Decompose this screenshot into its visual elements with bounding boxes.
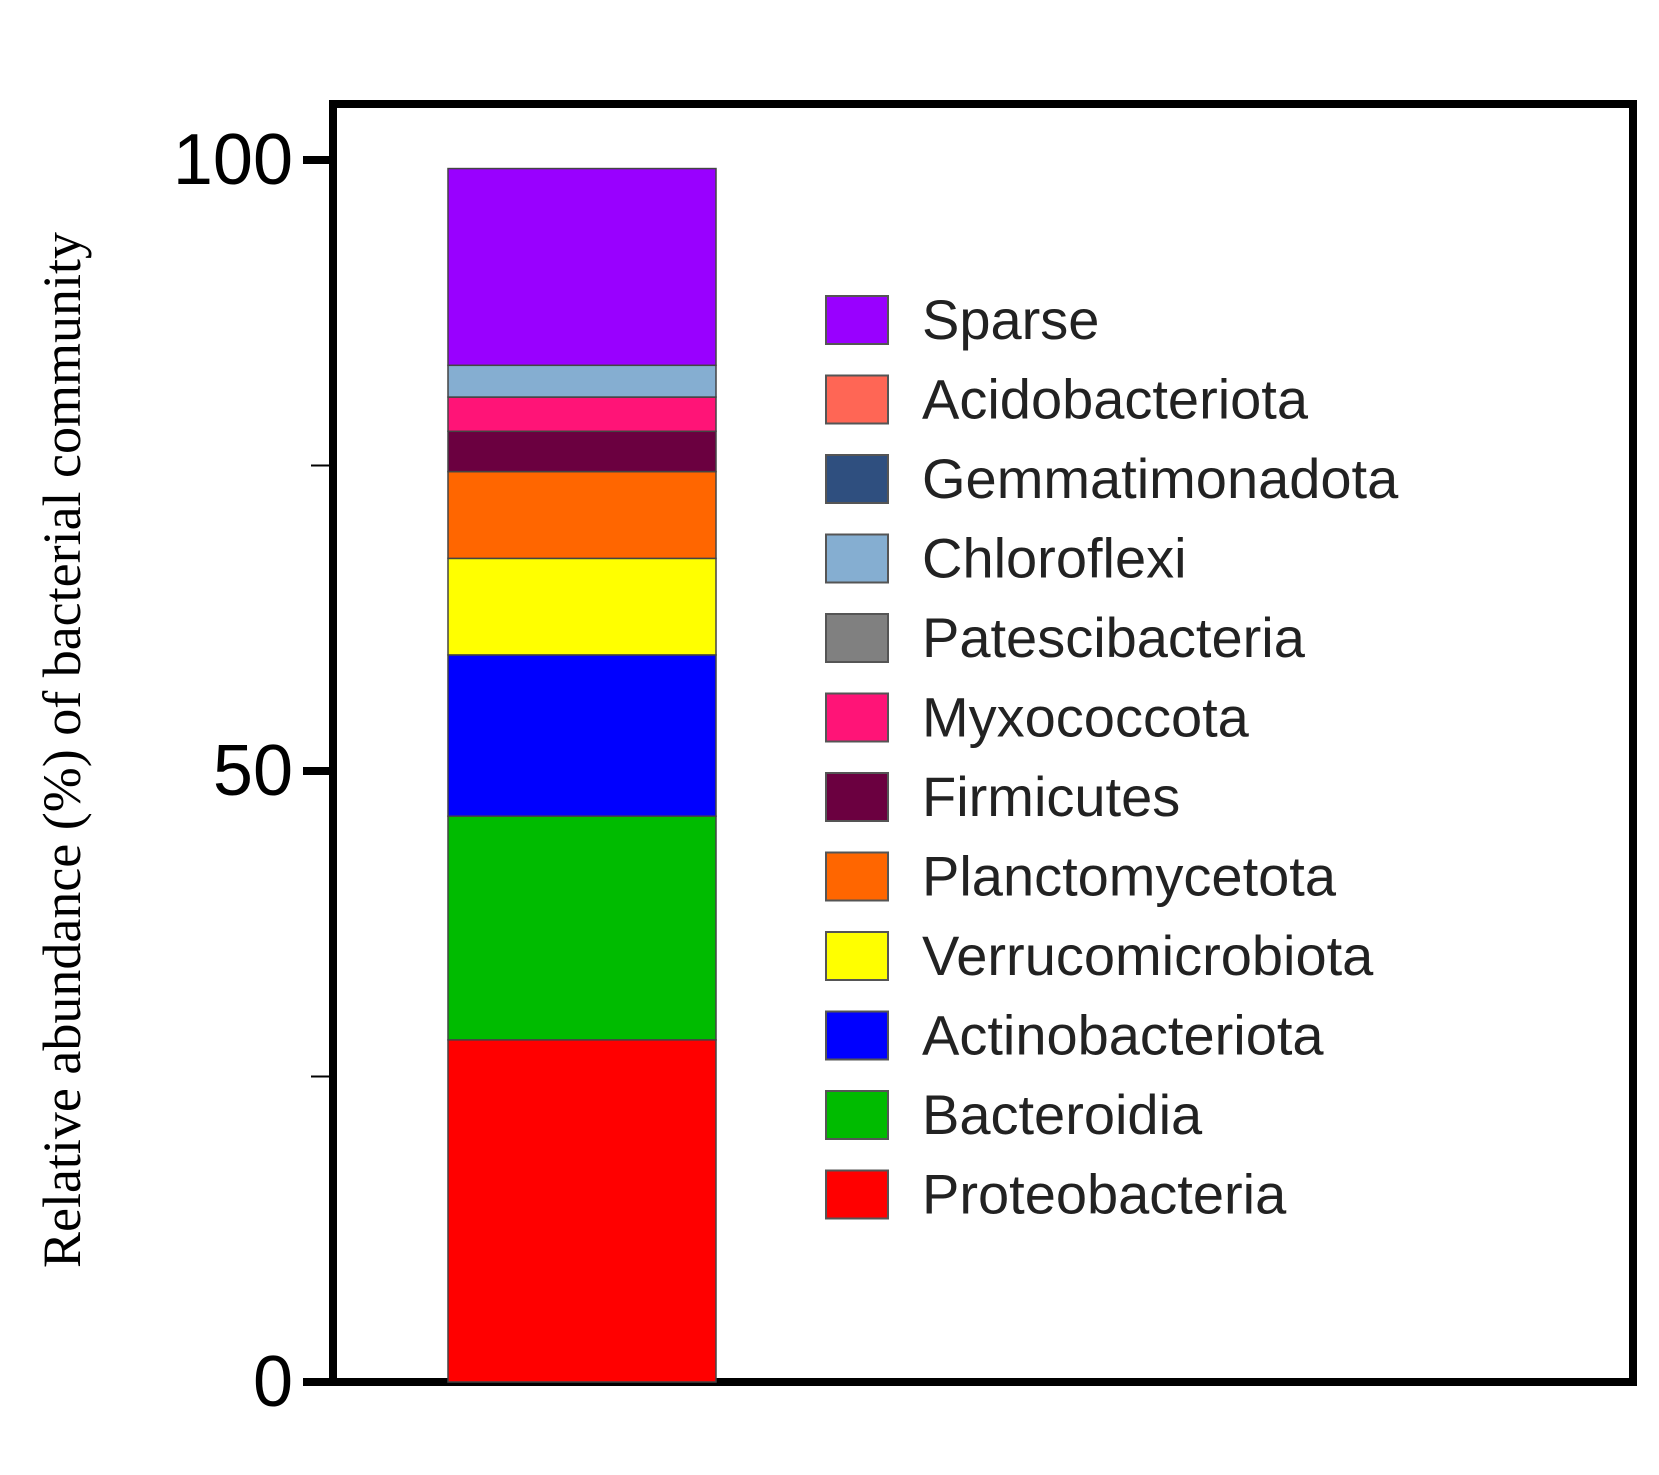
bar-segment-actinobacteriota — [447, 654, 717, 817]
bar-segment-firmicutes — [447, 430, 717, 473]
y-axis: 0 50 100 — [173, 120, 333, 1422]
legend-label-sparse: Sparse — [922, 288, 1099, 351]
legend-swatch-actinobacteriota — [825, 1010, 889, 1061]
bar-segment-proteobacteria — [447, 1039, 717, 1383]
legend-swatch-firmicutes — [825, 772, 889, 822]
bar-segment-sparse — [447, 167, 717, 367]
bar-segment-chloroflexi — [447, 364, 717, 398]
bar-segment-bacteroidia — [447, 815, 717, 1041]
legend-swatch-gemmatimonadota — [825, 454, 889, 504]
legend-label-chloroflexi: Chloroflexi — [922, 527, 1187, 590]
legend-label-proteobacteria: Proteobacteria — [922, 1163, 1287, 1226]
legend-label-planctomycetota: Planctomycetota — [922, 845, 1337, 908]
legend: Sparse Acidobacteriota Gemmatimonadota Chlo… — [825, 288, 1399, 1226]
y-tick-label: 100 — [173, 120, 293, 200]
legend-label-gemmatimonadota: Gemmatimonadota — [922, 447, 1399, 510]
legend-label-patescibacteria: Patescibacteria — [922, 606, 1306, 669]
legend-swatch-chloroflexi — [825, 533, 889, 584]
legend-label-myxococcota: Myxococcota — [922, 686, 1250, 749]
legend-swatch-sparse — [825, 295, 889, 345]
legend-swatch-planctomycetota — [825, 851, 889, 902]
legend-label-acidobacteriota: Acidobacteriota — [922, 368, 1309, 431]
legend-swatch-proteobacteria — [825, 1169, 889, 1220]
legend-label-firmicutes: Firmicutes — [922, 765, 1180, 828]
legend-label-bacteroidia: Bacteroidia — [922, 1083, 1203, 1146]
y-axis-label: Relative abundance (%) of bacterial comm… — [32, 232, 92, 1268]
bar-segments — [447, 167, 717, 1383]
y-tick-label: 50 — [213, 731, 293, 811]
legend-swatch-acidobacteriota — [825, 374, 889, 425]
legend-swatch-myxococcota — [825, 692, 889, 743]
bar-segment-myxococcota — [447, 396, 717, 433]
legend-swatch-patescibacteria — [825, 613, 889, 663]
legend-label-actinobacteriota: Actinobacteriota — [922, 1004, 1324, 1067]
legend-swatch-verrucomicrobiota — [825, 931, 889, 981]
bar-segment-planctomycetota — [447, 470, 717, 560]
bar-segment-verrucomicrobiota — [447, 557, 717, 656]
legend-swatch-bacteroidia — [825, 1090, 889, 1140]
y-tick-label: 0 — [253, 1342, 293, 1422]
legend-label-verrucomicrobiota: Verrucomicrobiota — [922, 924, 1374, 987]
